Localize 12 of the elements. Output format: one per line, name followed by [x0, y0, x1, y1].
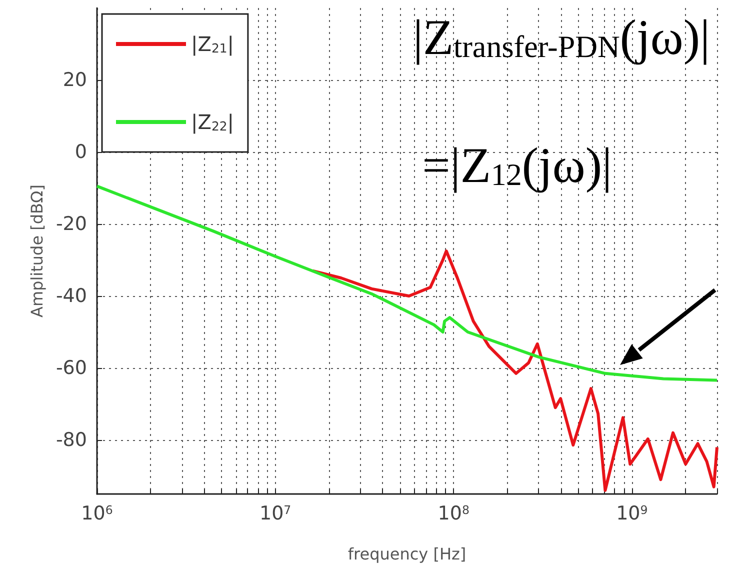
- y-tick-label: 20: [62, 69, 87, 91]
- y-tick-label: 0: [74, 141, 87, 163]
- annotation: =|Z12(jω)|: [422, 137, 612, 193]
- x-axis-title: frequency [Hz]: [348, 544, 466, 564]
- annotation: |Ztransfer-PDN(jω)|: [412, 9, 710, 65]
- legend-label: |Z21|: [191, 32, 234, 56]
- legend-label: |Z22|: [191, 110, 234, 134]
- y-axis-title: Amplitude [dBΩ]: [28, 184, 47, 318]
- y-tick-label: -80: [56, 429, 87, 451]
- y-tick-label: -20: [56, 213, 87, 235]
- y-tick-label: -60: [56, 357, 87, 379]
- y-tick-label: -40: [56, 285, 87, 307]
